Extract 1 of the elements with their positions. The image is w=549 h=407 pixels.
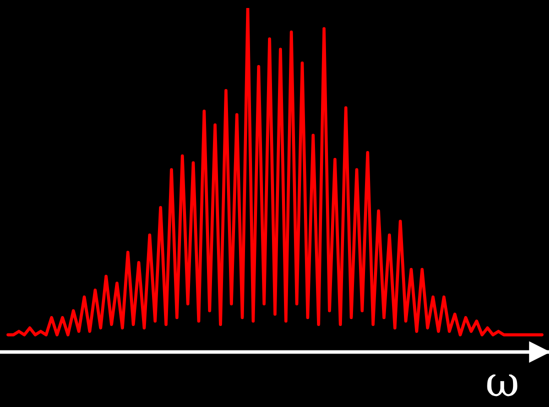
x-axis-title: ω <box>487 374 518 396</box>
